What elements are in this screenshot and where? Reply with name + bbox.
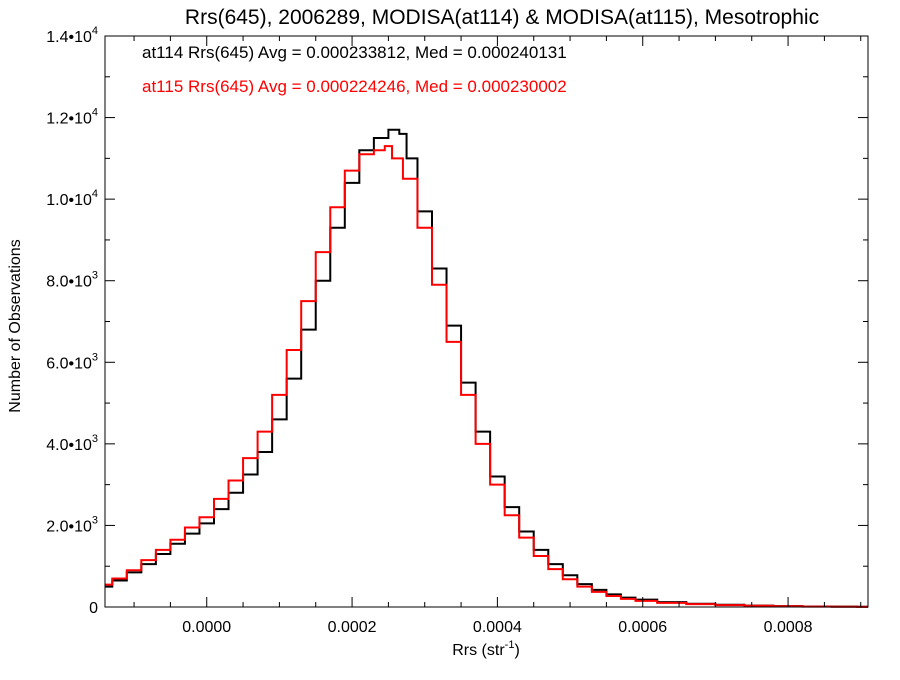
x-tick-label: 0.0000: [182, 619, 231, 636]
chart-title: Rrs(645), 2006289, MODISA(at114) & MODIS…: [185, 6, 819, 29]
y-tick-label: 1.0•104: [46, 188, 98, 209]
y-tick-label: 6.0•103: [46, 351, 98, 372]
y-tick-label: 4.0•103: [46, 433, 98, 454]
x-tick-label: 0.0006: [618, 619, 667, 636]
x-tick-label: 0.0002: [328, 619, 377, 636]
plot-frame: [104, 35, 869, 608]
annotation-at115: at115 Rrs(645) Avg = 0.000224246, Med = …: [142, 77, 567, 96]
y-tick-label: 0: [89, 600, 98, 617]
series-line-1: [105, 145, 868, 608]
x-tick-label: 0.0004: [473, 619, 522, 636]
x-axis-label: Rrs (str-1): [452, 639, 520, 659]
series-line-0: [105, 128, 868, 608]
y-tick-label: 8.0•103: [46, 270, 98, 291]
y-tick-label: 1.2•104: [46, 107, 98, 128]
annotation-at114: at114 Rrs(645) Avg = 0.000233812, Med = …: [142, 43, 567, 62]
x-tick-label: 0.0008: [764, 619, 813, 636]
y-tick-label: 2.0•103: [46, 514, 98, 535]
y-axis-label: Number of Observations: [7, 239, 24, 412]
axes-layer: 0.0000 0.0002 0.0004 0.0006 0.0008 0 2.0•103 4.…: [46, 25, 869, 636]
y-tick-label: 1.4•104: [46, 25, 98, 46]
series-layer: [105, 128, 868, 608]
